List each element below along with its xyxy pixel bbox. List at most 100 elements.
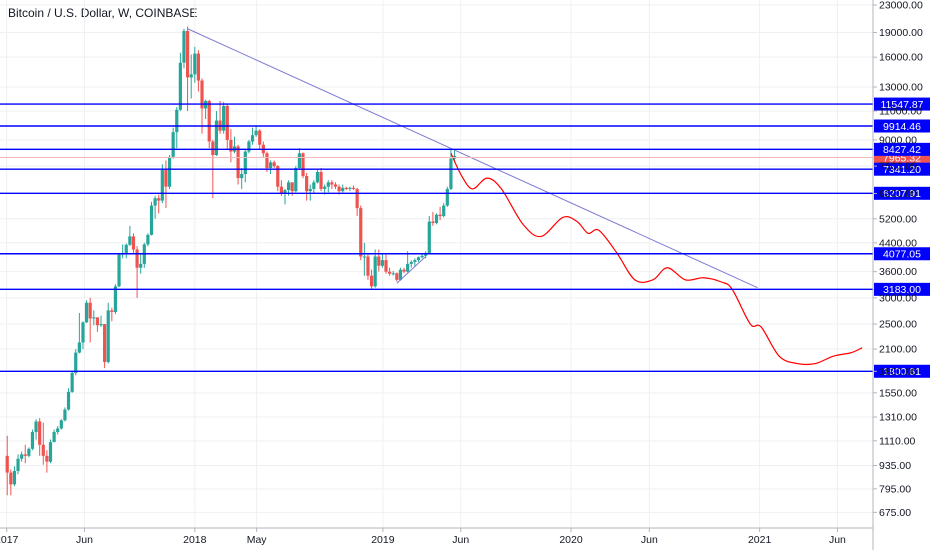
candle-body	[388, 271, 392, 274]
candle	[196, 50, 201, 92]
level-tag	[874, 142, 930, 156]
candle	[142, 242, 146, 268]
candle-body	[214, 120, 219, 156]
candle-body	[305, 176, 309, 192]
candle-body	[254, 130, 258, 136]
candle	[193, 46, 197, 83]
candle-body	[48, 442, 53, 462]
candle	[9, 469, 13, 496]
candle-body	[110, 310, 114, 312]
candle	[27, 447, 31, 458]
candle	[81, 321, 85, 350]
level-tag	[874, 162, 930, 176]
candle	[388, 267, 392, 276]
candle-body	[189, 74, 193, 78]
candle	[369, 269, 374, 289]
candle-body	[290, 182, 294, 192]
y-tick-label: 1310.00	[879, 412, 917, 424]
candle-body	[434, 214, 439, 223]
y-tick-label: 23000.00	[879, 0, 923, 12]
candle-body	[34, 421, 38, 433]
candle-body	[139, 263, 143, 268]
level-tag	[874, 364, 930, 378]
candle-body	[377, 256, 381, 266]
y-tick-label: 16000.00	[879, 52, 923, 64]
candle	[146, 233, 150, 247]
candle	[398, 267, 403, 281]
candle	[366, 252, 370, 280]
candle	[427, 216, 431, 254]
candle	[23, 444, 27, 464]
candle	[110, 307, 114, 322]
candle	[48, 439, 53, 464]
y-tick-label: 7500.00	[879, 161, 917, 173]
candle	[416, 256, 421, 263]
candle-body	[395, 273, 399, 280]
candle	[413, 258, 417, 267]
candle	[240, 168, 244, 189]
candle-body	[427, 221, 431, 253]
candle-body	[74, 352, 78, 373]
candle	[84, 300, 89, 323]
candle	[56, 426, 60, 435]
candle-body	[175, 109, 179, 133]
candle-body	[27, 448, 31, 456]
time-axis[interactable]: 2017 Jun 2018 May 2019 Jun 2020 Jun 2021 Jun	[0, 527, 873, 546]
candle	[95, 317, 100, 332]
candle-body	[323, 186, 327, 189]
candle-body	[167, 156, 172, 187]
candle	[131, 233, 136, 253]
candle-body	[362, 256, 366, 258]
candle-body	[88, 302, 92, 319]
candle	[103, 324, 107, 369]
candle	[139, 252, 143, 274]
candle	[283, 188, 287, 205]
candle	[175, 107, 179, 149]
candle-body	[409, 262, 413, 264]
level-tag	[874, 119, 930, 133]
grid	[0, 0, 873, 528]
candle	[38, 418, 42, 456]
candle	[305, 172, 309, 201]
candle	[164, 160, 168, 209]
candle-body	[402, 269, 406, 272]
candle	[431, 212, 435, 226]
candle	[185, 26, 190, 112]
y-tick-label: 1110.00	[879, 435, 916, 447]
candle	[301, 152, 305, 179]
candle	[243, 149, 247, 183]
candle	[380, 252, 384, 268]
price-axis[interactable]: 23000.00 19000.00 16000.00 13000.00 11000.00…	[872, 0, 923, 550]
candle-body	[359, 208, 363, 257]
candle	[232, 136, 237, 154]
candle	[341, 184, 345, 193]
candle	[167, 155, 172, 189]
candle-body	[84, 302, 89, 323]
candle-body	[157, 198, 161, 201]
candle-body	[272, 162, 276, 167]
candle	[373, 249, 377, 288]
candle	[63, 407, 67, 422]
x-tick-label: 2017	[0, 534, 19, 546]
candle	[121, 244, 125, 259]
candle	[312, 180, 316, 194]
candle	[377, 249, 381, 272]
candle	[70, 371, 74, 393]
candle	[222, 102, 226, 134]
candle-body	[355, 188, 359, 209]
candle-body	[312, 182, 316, 189]
candle-body	[286, 182, 291, 191]
candle-body	[268, 162, 273, 169]
candle-body	[250, 135, 255, 142]
candle-body	[265, 153, 269, 169]
trendline	[396, 256, 427, 284]
candle-body	[171, 132, 175, 157]
candle	[254, 126, 258, 137]
candle-body	[301, 153, 305, 177]
y-tick-label: 4400.00	[879, 237, 917, 249]
candle-body	[185, 30, 190, 78]
candle-body	[236, 146, 240, 179]
x-tick-label: 2018	[183, 534, 207, 546]
level-label: 6207.91	[883, 188, 921, 200]
